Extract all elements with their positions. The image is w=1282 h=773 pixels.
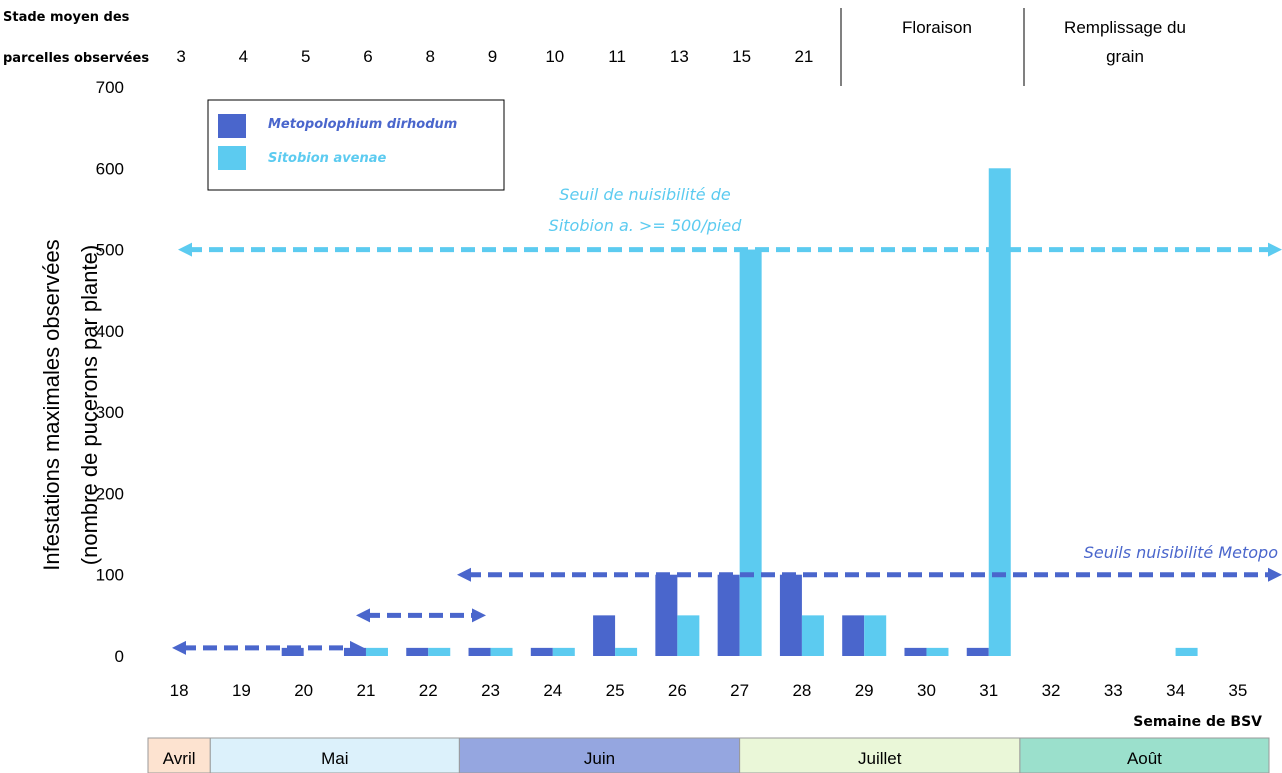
bar-sitobion-week-25 <box>615 647 638 656</box>
metopo-early-threshold-line-2 <box>356 608 486 623</box>
x-tick-label: 20 <box>294 681 313 700</box>
stage-label: 10 <box>545 47 564 66</box>
sitobion-threshold-line <box>178 242 1282 257</box>
metopo-early-threshold-line-1 <box>172 640 364 655</box>
x-tick-label: 29 <box>855 681 874 700</box>
stage-label: 11 <box>608 47 626 66</box>
month-label: Juillet <box>858 749 902 768</box>
remplissage-label-line1: Remplissage du <box>1064 18 1186 37</box>
stage-label: 8 <box>426 47 435 66</box>
x-tick-label: 28 <box>792 681 811 700</box>
y-tick-label: 700 <box>96 78 124 97</box>
bar-sitobion-week-29 <box>864 615 887 656</box>
y-tick-label: 100 <box>96 566 124 585</box>
bar-metopolophium-week-30 <box>904 647 927 656</box>
x-tick-label: 21 <box>357 681 376 700</box>
month-label: Mai <box>321 749 348 768</box>
y-axis-label-line2: (nombre de pucerons par plante) <box>77 245 102 565</box>
legend-swatch-sitobion <box>218 146 246 170</box>
x-tick-label: 25 <box>606 681 625 700</box>
x-tick-label: 30 <box>917 681 936 700</box>
bar-metopolophium-week-31 <box>966 647 989 656</box>
metopo-threshold-line <box>457 567 1282 582</box>
y-axis-label-line1: Infestations maximales observées <box>39 239 64 570</box>
x-axis-label: Semaine de BSV <box>1133 714 1262 730</box>
legend-box <box>207 99 505 191</box>
bar-sitobion-week-21 <box>365 647 388 656</box>
month-band-août <box>1019 737 1270 773</box>
stage-label: 21 <box>794 47 813 66</box>
bar-metopolophium-week-28 <box>779 574 802 656</box>
bar-sitobion-week-34 <box>1175 647 1198 656</box>
sitobion-threshold-label-line1: Seuil de nuisibilité de <box>559 185 731 204</box>
x-tick-label: 32 <box>1042 681 1061 700</box>
bar-metopolophium-week-22 <box>406 647 429 656</box>
bar-sitobion-week-26 <box>677 615 700 656</box>
bar-metopolophium-week-24 <box>530 647 553 656</box>
y-tick-label: 500 <box>96 241 124 260</box>
metopo-threshold-label: Seuils nuisibilité Metopo <box>1084 543 1279 562</box>
y-tick-label: 300 <box>96 403 124 422</box>
stage-label: 13 <box>670 47 689 66</box>
bar-sitobion-week-30 <box>926 647 949 656</box>
x-tick-label: 22 <box>419 681 438 700</box>
bar-sitobion-week-31 <box>988 168 1011 657</box>
x-tick-label: 19 <box>232 681 251 700</box>
stage-label: 4 <box>239 47 248 66</box>
bar-sitobion-week-23 <box>490 647 513 656</box>
bar-sitobion-week-27 <box>739 249 762 657</box>
x-tick-label: 23 <box>481 681 500 700</box>
sitobion-threshold-label-line2: Sitobion a. >= 500/pied <box>549 216 743 235</box>
month-label: Août <box>1127 749 1162 768</box>
stage-label: 3 <box>176 47 185 66</box>
x-tick-label: 31 <box>979 681 998 700</box>
bar-metopolophium-week-23 <box>468 647 491 656</box>
stage-row-title-line2: parcelles observées <box>3 51 149 66</box>
month-label: Juin <box>584 749 615 768</box>
x-tick-label: 24 <box>543 681 562 700</box>
legend-swatch-metopolophium <box>218 114 246 138</box>
month-band-juillet <box>739 737 1021 773</box>
x-tick-label: 18 <box>170 681 189 700</box>
x-tick-label: 26 <box>668 681 687 700</box>
x-tick-label: 35 <box>1228 681 1247 700</box>
bar-sitobion-week-28 <box>801 615 824 656</box>
remplissage-label-line2: grain <box>1106 47 1144 66</box>
bar-metopolophium-week-26 <box>655 574 678 656</box>
y-tick-label: 600 <box>96 159 124 178</box>
legend-label-sitobion: Sitobion avenae <box>268 151 387 166</box>
bar-sitobion-week-22 <box>428 647 451 656</box>
bar-metopolophium-week-27 <box>717 574 740 656</box>
bar-metopolophium-week-25 <box>593 615 616 656</box>
floraison-label: Floraison <box>902 18 972 37</box>
stage-label: 6 <box>363 47 372 66</box>
y-tick-label: 200 <box>96 484 124 503</box>
stage-row-title-line1: Stade moyen des <box>3 10 130 25</box>
legend-label-metopolophium: Metopolophium dirhodum <box>268 117 457 132</box>
stage-label: 15 <box>732 47 751 66</box>
y-tick-label: 400 <box>96 322 124 341</box>
bar-metopolophium-week-29 <box>842 615 865 656</box>
stage-label: 5 <box>301 47 310 66</box>
x-tick-label: 27 <box>730 681 749 700</box>
y-tick-label: 0 <box>115 647 124 666</box>
x-tick-label: 34 <box>1166 681 1185 700</box>
bar-sitobion-week-24 <box>552 647 575 656</box>
month-label: Avril <box>163 749 196 768</box>
stage-label: 9 <box>488 47 497 66</box>
x-tick-label: 33 <box>1104 681 1123 700</box>
bar-metopolophium-week-20 <box>281 647 304 656</box>
